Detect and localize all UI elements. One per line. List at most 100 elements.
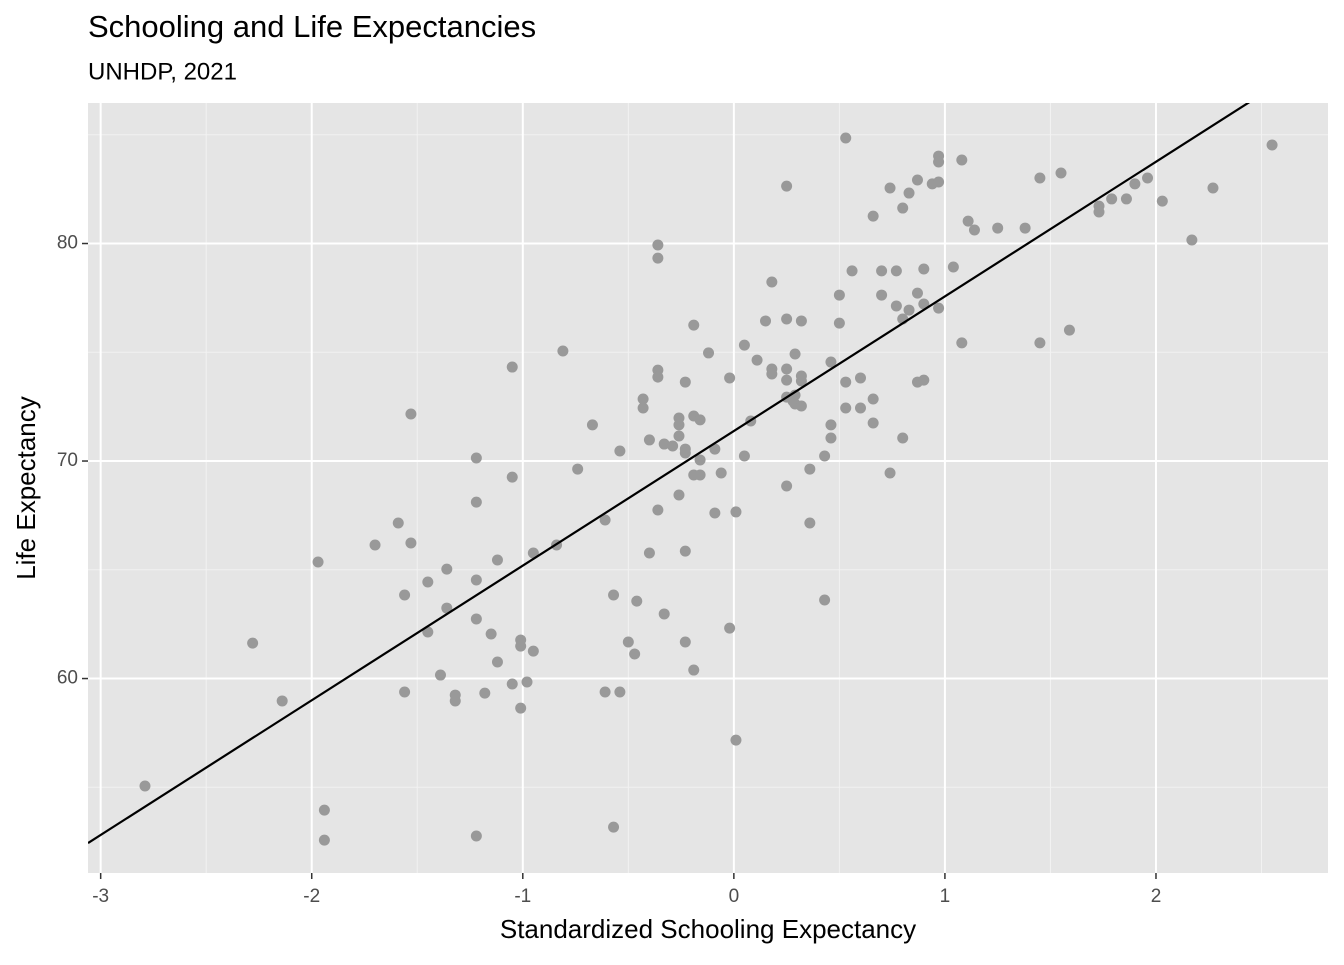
point	[572, 463, 584, 475]
point	[688, 319, 700, 331]
point	[139, 780, 151, 792]
point	[1055, 167, 1067, 179]
point	[911, 174, 923, 186]
point	[276, 695, 288, 707]
point	[730, 734, 742, 746]
point	[890, 300, 902, 312]
point	[738, 450, 750, 462]
regression-line	[88, 103, 1251, 844]
point	[1063, 324, 1075, 336]
point	[614, 445, 626, 457]
point	[840, 376, 852, 388]
point	[703, 347, 715, 359]
x-axis-title: Standardized Schooling Expectancy	[500, 914, 916, 944]
point	[608, 821, 620, 833]
point	[637, 402, 649, 414]
point	[1129, 178, 1141, 190]
point	[795, 375, 807, 387]
point	[730, 506, 742, 518]
point	[422, 576, 434, 588]
point	[470, 496, 482, 508]
point	[586, 419, 598, 431]
point	[1106, 193, 1118, 205]
point	[1093, 206, 1105, 218]
chart-title: Schooling and Life Expectancies	[88, 9, 536, 44]
point	[318, 804, 330, 816]
point	[312, 556, 324, 568]
point	[876, 265, 888, 277]
point	[557, 345, 569, 357]
point	[933, 176, 945, 188]
point	[622, 636, 634, 648]
point	[854, 402, 866, 414]
point	[825, 356, 837, 368]
point	[694, 469, 706, 481]
point	[506, 678, 518, 690]
point	[506, 471, 518, 483]
point	[515, 640, 527, 652]
point	[608, 589, 620, 601]
point	[918, 374, 930, 386]
point	[673, 419, 685, 431]
point	[515, 702, 527, 714]
point	[470, 613, 482, 625]
point	[903, 187, 915, 199]
y-tick-label: 70	[57, 450, 78, 471]
point	[694, 414, 706, 426]
point	[789, 389, 801, 401]
point	[709, 443, 721, 455]
point	[652, 504, 664, 516]
point	[819, 594, 831, 606]
point	[795, 400, 807, 412]
point	[688, 664, 700, 676]
point	[1186, 234, 1198, 246]
point	[643, 547, 655, 559]
point	[441, 563, 453, 575]
point	[405, 537, 417, 549]
point	[667, 440, 679, 452]
point	[1142, 172, 1154, 184]
x-tick-label: -1	[514, 886, 531, 907]
chart-subtitle: UNHDP, 2021	[88, 58, 237, 85]
point	[369, 539, 381, 551]
point	[479, 687, 491, 699]
point	[897, 202, 909, 214]
point	[629, 648, 641, 660]
point	[819, 450, 831, 462]
x-tick-label: 0	[729, 886, 740, 907]
point	[789, 348, 801, 360]
point	[614, 686, 626, 698]
point	[918, 263, 930, 275]
point	[599, 686, 611, 698]
point	[968, 224, 980, 236]
y-axis-title: Life Expectancy	[11, 396, 41, 580]
point	[1266, 139, 1278, 151]
point	[673, 489, 685, 501]
point	[631, 595, 643, 607]
point	[658, 608, 670, 620]
point	[840, 132, 852, 144]
point	[449, 695, 461, 707]
point	[781, 180, 793, 192]
point	[709, 507, 721, 519]
point	[766, 276, 778, 288]
point	[825, 419, 837, 431]
point	[599, 514, 611, 526]
point	[527, 547, 539, 559]
panel	[88, 103, 1328, 873]
point	[876, 289, 888, 301]
point	[506, 361, 518, 373]
x-tick-label: -3	[92, 886, 109, 907]
point	[781, 480, 793, 492]
point	[795, 315, 807, 327]
point	[247, 637, 259, 649]
point	[643, 434, 655, 446]
y-tick-label: 60	[57, 668, 78, 689]
point	[833, 289, 845, 301]
point	[715, 467, 727, 479]
point	[911, 287, 923, 299]
x-tick-label: -2	[303, 886, 320, 907]
point	[933, 156, 945, 168]
point	[781, 313, 793, 325]
